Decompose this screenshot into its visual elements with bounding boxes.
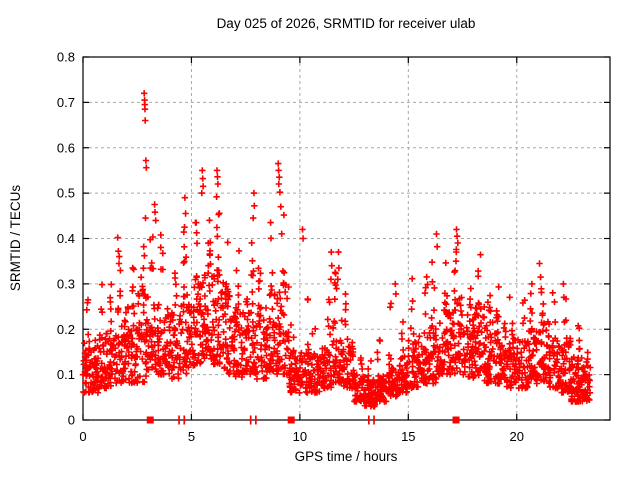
x-tick-label: 5 <box>188 429 195 444</box>
y-tick-label: 0.4 <box>57 231 75 246</box>
y-tick-label: 0 <box>68 413 75 428</box>
y-tick-label: 0.7 <box>57 95 75 110</box>
x-tick-label: 15 <box>401 429 415 444</box>
scatter-plus-markers <box>79 90 594 410</box>
y-tick-label: 0.6 <box>57 140 75 155</box>
y-tick-label: 0.2 <box>57 322 75 337</box>
axis-ticks <box>82 56 610 421</box>
baseline-markers <box>146 415 460 425</box>
axis-tick-labels: 0 5 10 15 20 0 0.1 0.2 0.3 0.4 0.5 0.6 0.7 0.8 <box>57 50 524 445</box>
data-points <box>79 90 594 410</box>
y-tick-label: 0.3 <box>57 276 75 291</box>
chart-title: Day 025 of 2026, SRMTID for receiver ula… <box>217 16 476 31</box>
baseline-square-marker <box>287 416 295 424</box>
y-tick-label: 0.8 <box>57 50 75 65</box>
baseline-square-marker <box>452 416 460 424</box>
y-axis-label: SRMTID / TECUs <box>8 185 23 292</box>
baseline-square-marker <box>146 416 154 424</box>
y-tick-label: 0.5 <box>57 186 75 201</box>
y-tick-label: 0.1 <box>57 367 75 382</box>
x-tick-label: 0 <box>79 429 86 444</box>
x-tick-label: 10 <box>293 429 307 444</box>
x-axis-label: GPS time / hours <box>295 449 398 464</box>
x-tick-label: 20 <box>510 429 524 444</box>
